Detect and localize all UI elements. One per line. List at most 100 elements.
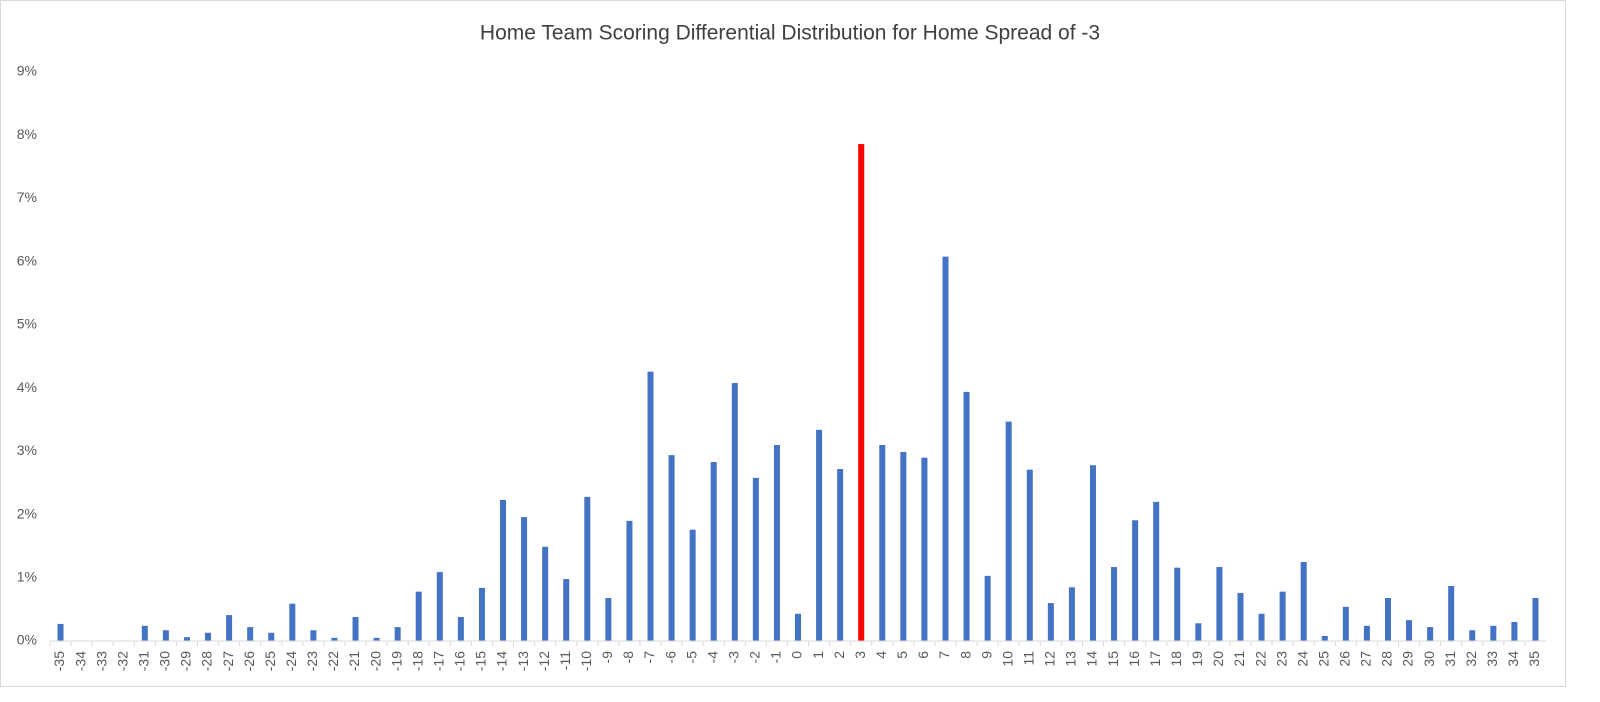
bar bbox=[773, 445, 780, 641]
x-tick-label: -15 bbox=[473, 651, 489, 671]
x-tick-label: -13 bbox=[515, 651, 531, 671]
bar bbox=[521, 517, 528, 641]
x-tick-label: -33 bbox=[93, 651, 109, 671]
y-tick-label: 3% bbox=[17, 442, 37, 458]
x-tick-label: 15 bbox=[1105, 651, 1121, 667]
bar bbox=[1068, 587, 1075, 641]
x-tick-label: -9 bbox=[599, 651, 615, 664]
bar bbox=[478, 587, 485, 641]
x-tick-label: 0 bbox=[789, 651, 805, 659]
x-tick-label: -30 bbox=[157, 651, 173, 671]
bar bbox=[984, 575, 991, 641]
y-tick-label: 8% bbox=[17, 126, 37, 142]
bar bbox=[162, 630, 169, 641]
bar bbox=[1448, 585, 1455, 641]
bar bbox=[942, 256, 949, 641]
x-tick-label: 24 bbox=[1294, 651, 1310, 667]
x-tick-label: 29 bbox=[1400, 651, 1416, 667]
x-tick-label: 1 bbox=[810, 651, 826, 659]
bar bbox=[141, 625, 148, 641]
x-tick-label: -27 bbox=[220, 651, 236, 671]
x-tick-label: -7 bbox=[641, 651, 657, 664]
x-tick-label: -3 bbox=[725, 651, 741, 664]
bar bbox=[352, 616, 359, 641]
x-tick-label: 8 bbox=[957, 651, 973, 659]
bar bbox=[415, 591, 422, 641]
x-tick-label: -31 bbox=[136, 651, 152, 671]
x-tick-label: -16 bbox=[452, 651, 468, 671]
x-tick-label: 35 bbox=[1526, 651, 1542, 667]
x-tick-label: 3 bbox=[852, 651, 868, 659]
bar bbox=[500, 500, 507, 641]
bar bbox=[205, 632, 212, 641]
bar bbox=[921, 457, 928, 641]
bar bbox=[1047, 603, 1054, 641]
bar bbox=[1195, 623, 1202, 641]
bar bbox=[268, 632, 275, 641]
y-tick-label: 7% bbox=[17, 189, 37, 205]
x-tick-label: 32 bbox=[1463, 651, 1479, 667]
x-tick-label: 5 bbox=[894, 651, 910, 659]
x-tick-label: 20 bbox=[1210, 651, 1226, 667]
bar bbox=[689, 529, 696, 641]
bar bbox=[837, 469, 844, 641]
bar bbox=[373, 637, 380, 641]
bar bbox=[57, 623, 64, 641]
bar bbox=[1300, 561, 1307, 641]
x-tick-label: 18 bbox=[1168, 651, 1184, 667]
x-tick-label: -29 bbox=[178, 651, 194, 671]
y-tick-label: 9% bbox=[17, 63, 37, 79]
bar bbox=[1005, 421, 1012, 641]
bar bbox=[1258, 613, 1265, 641]
bar bbox=[457, 616, 464, 641]
x-tick-label: 26 bbox=[1337, 651, 1353, 667]
x-tick-label: 6 bbox=[915, 651, 931, 659]
x-tick-label: 17 bbox=[1147, 651, 1163, 667]
bar bbox=[1111, 567, 1118, 641]
bar bbox=[879, 445, 886, 641]
bar bbox=[247, 627, 254, 641]
x-tick-label: 25 bbox=[1315, 651, 1331, 667]
y-tick-label: 4% bbox=[17, 379, 37, 395]
bar bbox=[1026, 469, 1033, 641]
x-tick-label: 31 bbox=[1442, 651, 1458, 667]
bar bbox=[795, 613, 801, 641]
bar bbox=[436, 572, 443, 641]
x-tick-label: 28 bbox=[1379, 651, 1395, 667]
x-tick-label: 27 bbox=[1358, 651, 1374, 667]
x-tick-label: 34 bbox=[1505, 651, 1521, 667]
x-tick-label: -10 bbox=[578, 651, 594, 671]
x-tick-label: -8 bbox=[620, 651, 636, 664]
x-tick-label: 2 bbox=[831, 651, 847, 659]
bar bbox=[226, 615, 233, 641]
x-tick-label: -18 bbox=[409, 651, 425, 671]
x-tick-label: -26 bbox=[241, 651, 257, 671]
bar bbox=[900, 451, 907, 641]
bar bbox=[1406, 620, 1413, 641]
y-tick-label: 6% bbox=[17, 252, 37, 268]
bar bbox=[1342, 606, 1349, 641]
bar bbox=[1469, 630, 1476, 641]
bar bbox=[647, 371, 654, 641]
y-tick-label: 0% bbox=[17, 632, 37, 648]
bar bbox=[1384, 598, 1391, 641]
x-tick-label: -22 bbox=[325, 651, 341, 671]
x-tick-label: -1 bbox=[768, 651, 784, 664]
x-tick-label: -23 bbox=[304, 651, 320, 671]
bar bbox=[858, 144, 865, 641]
x-tick-label: -12 bbox=[536, 651, 552, 671]
x-tick-label: -32 bbox=[114, 651, 130, 671]
x-tick-label: -17 bbox=[431, 651, 447, 671]
chart-title: Home Team Scoring Differential Distribut… bbox=[480, 22, 1100, 45]
x-tick-label: 7 bbox=[936, 651, 952, 659]
x-tick-label: 14 bbox=[1084, 651, 1100, 667]
bar bbox=[1532, 598, 1539, 641]
x-tick-label: 21 bbox=[1231, 651, 1247, 667]
x-tick-label: -20 bbox=[367, 651, 383, 671]
bar bbox=[331, 637, 338, 641]
x-tick-label: -19 bbox=[388, 651, 404, 671]
x-tick-label: 11 bbox=[1020, 651, 1036, 666]
bar bbox=[1153, 501, 1160, 641]
x-tick-label: -24 bbox=[283, 651, 299, 671]
bar bbox=[710, 462, 717, 641]
